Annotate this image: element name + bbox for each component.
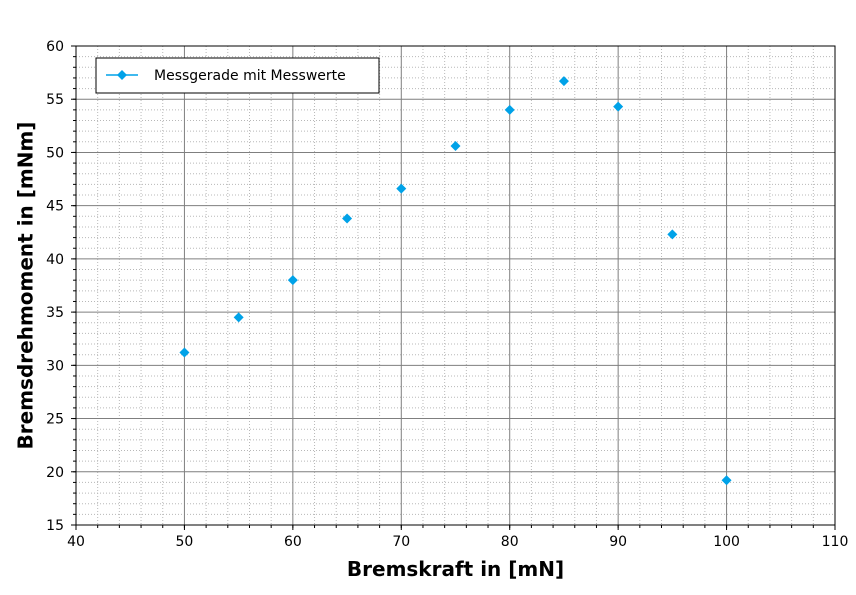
plot-frame (75, 45, 836, 526)
data-point (233, 312, 244, 323)
minor-grid (76, 46, 835, 525)
data-point (558, 76, 569, 87)
data-point (342, 213, 353, 224)
y-tick-label: 25 (46, 412, 64, 428)
data-points (179, 76, 732, 486)
x-tick-label: 80 (501, 534, 519, 550)
y-tick-label: 60 (46, 39, 64, 55)
x-tick-label: 100 (713, 534, 740, 550)
x-axis-ticks: 40 50 60 70 80 90 100 110 (67, 525, 848, 550)
y-tick-label: 55 (46, 92, 64, 108)
y-tick-label: 20 (46, 465, 64, 481)
data-point (450, 141, 461, 152)
y-tick-label: 30 (46, 358, 64, 374)
legend: Messgerade mit Messwerte (95, 57, 380, 94)
data-point (613, 101, 624, 112)
x-tick-label: 50 (176, 534, 194, 550)
y-tick-label: 45 (46, 199, 64, 215)
data-point (721, 475, 732, 486)
data-point (287, 275, 298, 286)
x-tick-label: 110 (822, 534, 849, 550)
data-point (179, 347, 190, 358)
legend-label: Messgerade mit Messwerte (154, 68, 346, 84)
x-tick-label: 60 (284, 534, 302, 550)
x-tick-label: 40 (67, 534, 85, 550)
y-tick-label: 35 (46, 305, 64, 321)
y-axis-ticks: 15 20 25 30 35 40 45 50 55 60 (46, 39, 76, 534)
x-tick-label: 90 (609, 534, 627, 550)
y-axis-title: Bremsdrehmoment in [mNm] (14, 122, 38, 450)
y-tick-label: 40 (46, 252, 64, 268)
data-point (396, 183, 407, 194)
y-tick-label: 50 (46, 145, 64, 161)
x-axis-title: Bremskraft in [mN] (347, 557, 564, 581)
y-tick-label: 15 (46, 518, 64, 534)
major-grid (75, 45, 836, 526)
data-point (667, 229, 678, 240)
legend-diamond-icon (117, 70, 127, 80)
data-point (504, 104, 515, 115)
x-tick-label: 70 (392, 534, 410, 550)
legend-box (95, 57, 380, 94)
